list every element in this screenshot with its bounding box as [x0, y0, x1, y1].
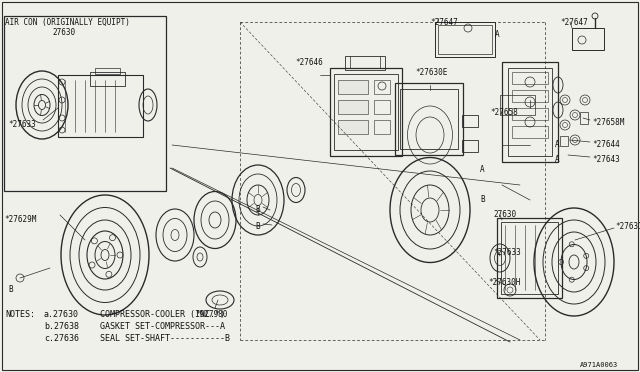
Bar	[334, 74, 398, 150]
Text: A: A	[555, 140, 559, 149]
Text: *27630E: *27630E	[415, 68, 447, 77]
Text: *27630H: *27630H	[488, 278, 520, 287]
Text: *27633: *27633	[493, 248, 521, 257]
Text: A971A0063: A971A0063	[580, 362, 618, 368]
Text: *27631: *27631	[615, 222, 640, 231]
Circle shape	[573, 112, 577, 118]
Circle shape	[582, 97, 588, 103]
Ellipse shape	[38, 100, 45, 109]
Text: A: A	[555, 155, 559, 164]
Circle shape	[563, 97, 568, 103]
Bar	[508, 68, 552, 156]
Bar	[512, 108, 548, 120]
Bar	[462, 140, 478, 152]
Bar	[580, 112, 588, 124]
Text: A: A	[480, 165, 484, 174]
Bar	[438, 25, 492, 54]
Text: *927980: *927980	[195, 310, 227, 319]
Bar	[572, 28, 604, 50]
Text: NOTES:: NOTES:	[5, 310, 35, 319]
Bar	[374, 120, 390, 134]
Ellipse shape	[101, 250, 109, 260]
Ellipse shape	[171, 230, 179, 241]
Text: *27633: *27633	[8, 120, 36, 129]
Bar	[330, 68, 402, 156]
Circle shape	[573, 138, 577, 142]
Text: *27658M: *27658M	[592, 118, 625, 127]
Bar	[374, 80, 390, 94]
Bar	[501, 222, 558, 294]
Bar	[512, 72, 548, 84]
Bar	[90, 72, 125, 86]
Bar	[502, 62, 558, 162]
Bar	[400, 89, 458, 149]
Bar	[345, 56, 385, 70]
Text: AIR CON (ORIGINALLY EQUIPT): AIR CON (ORIGINALLY EQUIPT)	[5, 18, 130, 27]
Text: *27646: *27646	[295, 58, 323, 67]
Text: 27630: 27630	[493, 210, 516, 219]
Text: *27647: *27647	[430, 18, 458, 27]
Text: GASKET SET-COMPRESSOR---A: GASKET SET-COMPRESSOR---A	[100, 322, 225, 331]
Circle shape	[563, 122, 568, 128]
Text: COMPRESSOR-COOLER (INC.*): COMPRESSOR-COOLER (INC.*)	[100, 310, 225, 319]
Bar	[462, 115, 478, 127]
Text: B: B	[8, 285, 13, 294]
Text: SEAL SET-SHAFT-----------B: SEAL SET-SHAFT-----------B	[100, 334, 230, 343]
Ellipse shape	[254, 195, 262, 205]
Bar	[435, 22, 495, 57]
Text: *27647: *27647	[560, 18, 588, 27]
Text: *27658: *27658	[490, 108, 518, 117]
Text: 27630: 27630	[52, 28, 75, 37]
Bar	[95, 68, 120, 74]
Bar	[4, 16, 166, 191]
Text: c.27636: c.27636	[44, 334, 79, 343]
Bar	[395, 83, 463, 155]
Bar	[58, 75, 143, 137]
Bar	[512, 90, 548, 102]
Bar	[374, 100, 390, 114]
Bar	[560, 136, 568, 146]
Bar	[338, 80, 368, 94]
Bar	[497, 218, 562, 298]
Text: B: B	[255, 205, 260, 214]
Text: *27629M: *27629M	[4, 215, 36, 224]
Text: A: A	[495, 30, 500, 39]
Text: a.27630: a.27630	[44, 310, 79, 319]
Text: B: B	[255, 222, 260, 231]
Bar	[338, 100, 368, 114]
Text: B: B	[480, 195, 484, 204]
Ellipse shape	[569, 255, 579, 269]
Bar	[500, 95, 535, 115]
Text: b.27638: b.27638	[44, 322, 79, 331]
Bar	[512, 126, 548, 138]
Text: *27643: *27643	[592, 155, 620, 164]
Bar	[338, 120, 368, 134]
Text: *27644: *27644	[592, 140, 620, 149]
